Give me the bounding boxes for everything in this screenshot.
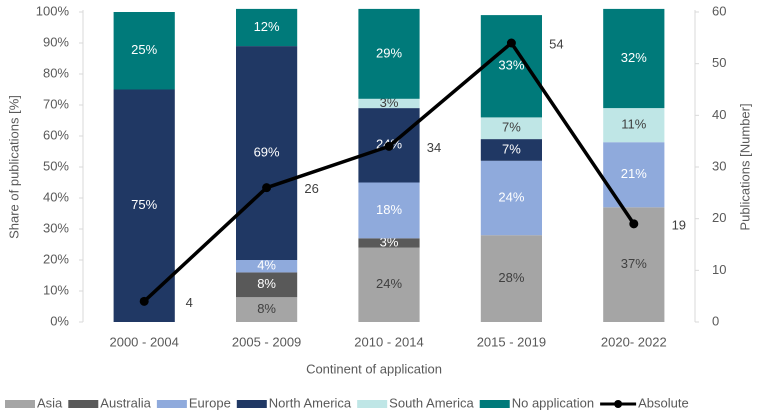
data-label: 28% xyxy=(498,270,524,285)
bar-segment xyxy=(603,108,665,143)
data-label: 4 xyxy=(186,295,193,310)
y-tick-label: 80% xyxy=(43,65,69,80)
data-label: 18% xyxy=(376,202,402,217)
legend-label: South America xyxy=(389,395,474,410)
legend-marker xyxy=(614,400,623,408)
data-label: 21% xyxy=(621,166,647,181)
y2-tick-label: 40 xyxy=(712,107,726,122)
legend-swatch xyxy=(5,400,35,408)
y-axis-title: Share of publications [%] xyxy=(6,95,21,239)
bar-segment xyxy=(358,98,420,109)
bar-segment xyxy=(480,139,542,161)
data-label: 24% xyxy=(376,276,402,291)
data-label: 33% xyxy=(498,58,524,73)
bar-segment xyxy=(236,46,298,260)
y-tick-label: 100% xyxy=(36,3,70,18)
x-tick-label: 2015 - 2019 xyxy=(477,334,546,349)
data-label: 12% xyxy=(254,19,280,34)
data-label: 29% xyxy=(376,45,402,60)
data-label: 32% xyxy=(621,50,647,65)
y-tick-label: 30% xyxy=(43,220,69,235)
bar-segment xyxy=(236,297,298,322)
legend-label: Europe xyxy=(189,395,231,410)
data-label: 7% xyxy=(502,141,521,156)
legend-swatch xyxy=(357,400,388,408)
data-label: 69% xyxy=(254,144,280,159)
bar-segment xyxy=(236,272,298,298)
bar-segment xyxy=(358,238,420,248)
y2-tick-label: 10 xyxy=(712,262,726,277)
y2-tick-label: 60 xyxy=(712,3,726,18)
legend-swatch xyxy=(156,400,187,408)
bar-segment xyxy=(603,8,665,109)
legend-label: Absolute xyxy=(638,395,689,410)
y-tick-label: 60% xyxy=(43,127,69,142)
data-label: 34 xyxy=(427,140,441,155)
x-axis-title: Continent of application xyxy=(306,361,442,376)
bar-segment xyxy=(480,15,542,118)
line-point xyxy=(384,141,394,151)
bar-segment xyxy=(480,235,542,322)
y-tick-label: 90% xyxy=(43,34,69,49)
bar-segment xyxy=(480,117,542,140)
bar-segment xyxy=(480,160,542,236)
data-label: 54 xyxy=(549,36,563,51)
legend-label: No application xyxy=(512,395,594,410)
x-tick-label: 2020- 2022 xyxy=(601,334,667,349)
legend-swatch xyxy=(68,400,99,408)
line-point xyxy=(629,219,639,229)
data-label: 24% xyxy=(498,189,524,204)
bar-segment xyxy=(236,8,298,47)
bar-segment xyxy=(113,12,175,90)
bar-segment xyxy=(358,182,420,239)
y-tick-label: 70% xyxy=(43,96,69,111)
data-label: 26 xyxy=(304,181,318,196)
x-tick-label: 2005 - 2009 xyxy=(232,334,301,349)
y2-tick-label: 0 xyxy=(712,313,719,328)
legend-swatch xyxy=(236,400,267,408)
data-label: 37% xyxy=(621,256,647,271)
data-label: 75% xyxy=(131,197,157,212)
line-point xyxy=(139,296,149,306)
line-point xyxy=(506,38,516,48)
bar-segment xyxy=(358,247,420,322)
y2-tick-label: 50 xyxy=(712,55,726,70)
legend-label: North America xyxy=(269,395,352,410)
data-label: 4% xyxy=(257,258,276,273)
data-label: 8% xyxy=(257,301,276,316)
x-tick-label: 2010 - 2014 xyxy=(354,334,423,349)
y-tick-label: 10% xyxy=(43,282,69,297)
data-label: 11% xyxy=(621,117,646,132)
data-label: 25% xyxy=(131,42,157,57)
y-tick-label: 0% xyxy=(50,313,69,328)
data-label: 8% xyxy=(257,276,276,291)
x-tick-label: 2000 - 2004 xyxy=(109,334,178,349)
legend-swatch xyxy=(479,400,510,408)
data-label: 19 xyxy=(672,217,686,232)
y-tick-label: 50% xyxy=(43,158,69,173)
line-point xyxy=(262,183,272,193)
bar-segment xyxy=(358,8,420,99)
y2-axis-title: Publications [Number] xyxy=(737,103,752,230)
y2-tick-label: 30 xyxy=(712,158,726,173)
bar-segment xyxy=(236,260,298,273)
y-tick-label: 20% xyxy=(43,251,69,266)
data-label: 7% xyxy=(502,120,521,135)
legend-label: Australia xyxy=(100,395,151,410)
legend-label: Asia xyxy=(37,395,63,410)
y-tick-label: 40% xyxy=(43,189,69,204)
y2-tick-label: 20 xyxy=(712,210,726,225)
